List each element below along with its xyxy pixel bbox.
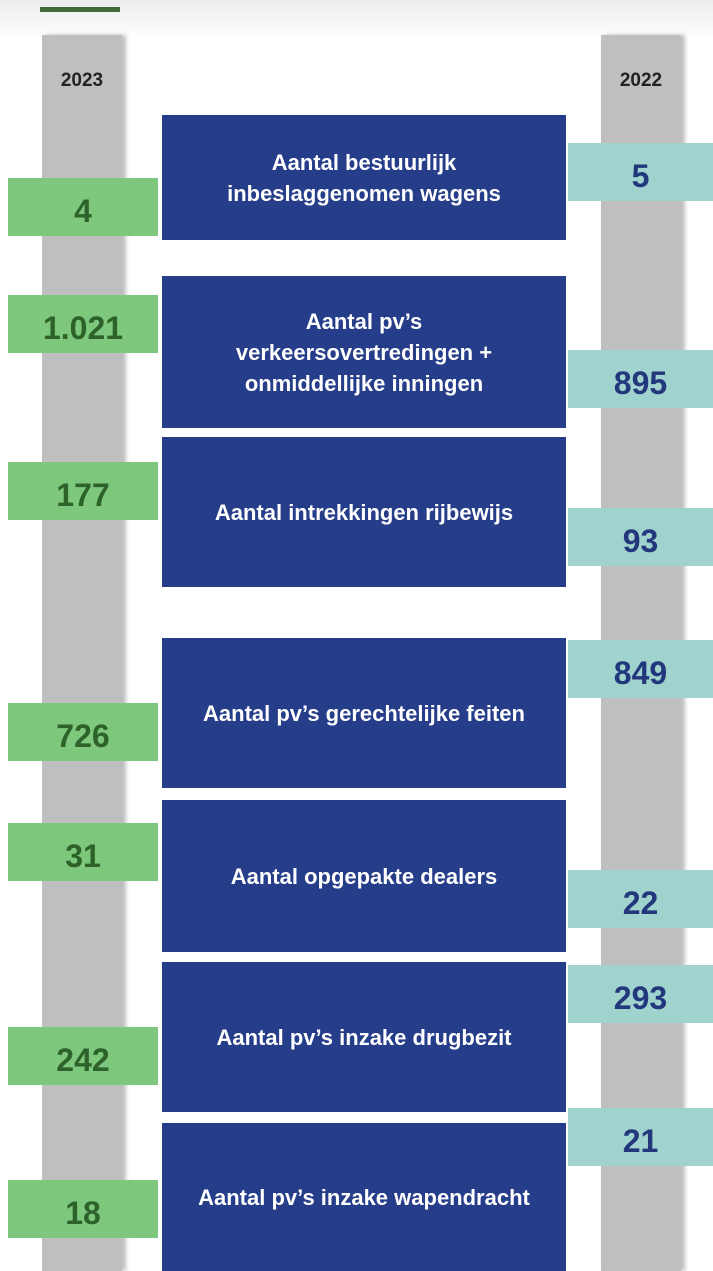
item-label: Aantal pv’s inzake drugbezit	[162, 962, 566, 1112]
value-2022: 21	[568, 1108, 713, 1166]
value-2022: 22	[568, 870, 713, 928]
accent-bar	[40, 7, 120, 12]
value-2022: 93	[568, 508, 713, 566]
value-2023: 1.021	[8, 295, 158, 353]
item-label: Aantal pv’s gerechtelijke feiten	[162, 638, 566, 788]
value-2023: 18	[8, 1180, 158, 1238]
value-2023: 31	[8, 823, 158, 881]
value-2023: 726	[8, 703, 158, 761]
value-2022: 895	[568, 350, 713, 408]
item-label: Aantal bestuurlijk inbeslaggenomen wagen…	[162, 115, 566, 240]
value-2022: 293	[568, 965, 713, 1023]
value-2022: 5	[568, 143, 713, 201]
item-label: Aantal intrekkingen rijbewijs	[162, 437, 566, 587]
value-2023: 177	[8, 462, 158, 520]
item-label: Aantal opgepakte dealers	[162, 800, 566, 952]
value-2023: 4	[8, 178, 158, 236]
year-label: 2023	[60, 70, 104, 91]
value-2022: 849	[568, 640, 713, 698]
year-label: 2022	[619, 70, 663, 91]
top-band	[0, 0, 713, 40]
item-label: Aantal pv’s inzake wapendracht	[162, 1123, 566, 1271]
value-2023: 242	[8, 1027, 158, 1085]
item-label: Aantal pv’s verkeersovertredingen + onmi…	[162, 276, 566, 428]
